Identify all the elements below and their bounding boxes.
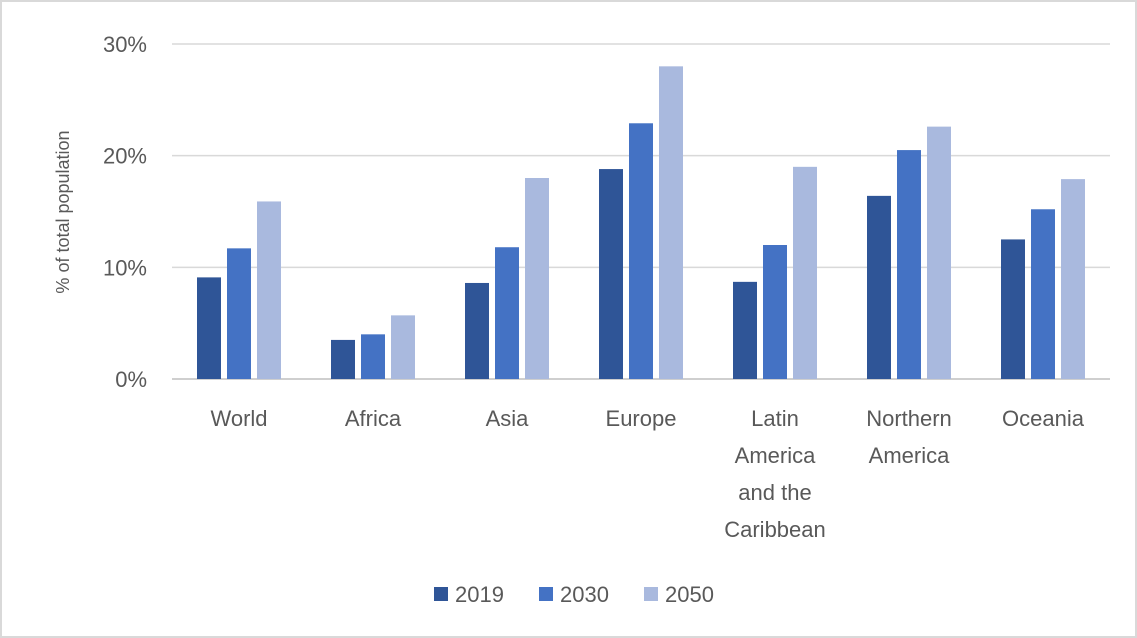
bar-2030-3: [629, 123, 653, 380]
legend-item-2030: 2030: [539, 582, 609, 607]
bar-2030-2: [495, 247, 519, 379]
bar-2019-4: [733, 281, 757, 379]
category-label-line: and the: [738, 480, 811, 505]
legend-item-2019: 2019: [434, 582, 504, 607]
legend-swatch: [644, 587, 658, 601]
bar-2030-6: [1031, 209, 1055, 379]
bar-2050-4: [793, 166, 817, 379]
legend-item-2050: 2050: [644, 582, 714, 607]
bar-2030-5: [897, 150, 921, 379]
category-label-line: Europe: [606, 406, 677, 431]
x-axis-categories: World Africa Asia Europe Latin America and the…: [210, 406, 1084, 542]
bar-2030-0: [227, 248, 251, 379]
bar-2050-3: [659, 66, 683, 379]
category-label-line: America: [735, 443, 816, 468]
bar-2030-4: [763, 245, 787, 379]
bar-2019-3: [599, 169, 623, 379]
legend: 2019 2030 2050: [434, 582, 714, 607]
category-label-line: Oceania: [1002, 406, 1085, 431]
bar-2030-1: [361, 334, 385, 379]
bar-2019-6: [1001, 239, 1025, 379]
category-label-line: Latin: [751, 406, 799, 431]
bars: [197, 66, 1085, 380]
category-label: Africa: [345, 406, 402, 431]
bar-2019-2: [465, 282, 489, 379]
bar-2050-2: [525, 178, 549, 379]
bar-2019-1: [331, 339, 355, 379]
bar-2050-6: [1061, 179, 1085, 379]
bar-2019-0: [197, 277, 221, 379]
category-label: Northern America: [866, 406, 952, 468]
category-label-line: Northern: [866, 406, 952, 431]
y-tick-label: 10%: [103, 255, 147, 280]
y-tick-label: 20%: [103, 144, 147, 169]
category-label: Oceania: [1002, 406, 1085, 431]
category-label: Europe: [606, 406, 677, 431]
category-label: World: [210, 406, 267, 431]
legend-swatch: [434, 587, 448, 601]
bar-2019-5: [867, 195, 891, 379]
category-label-line: Africa: [345, 406, 402, 431]
bar-2050-1: [391, 315, 415, 379]
legend-label: 2019: [455, 582, 504, 607]
legend-label: 2050: [665, 582, 714, 607]
category-label-line: Caribbean: [724, 517, 826, 542]
legend-swatch: [539, 587, 553, 601]
y-tick-label: 0%: [115, 367, 147, 392]
category-label: Asia: [486, 406, 530, 431]
category-label-line: World: [210, 406, 267, 431]
category-label-line: Asia: [486, 406, 530, 431]
category-label-line: America: [869, 443, 950, 468]
bar-2050-0: [257, 201, 281, 379]
y-axis-ticks: 0% 10% 20% 30%: [103, 32, 147, 392]
bar-2050-5: [927, 126, 951, 379]
y-tick-label: 30%: [103, 32, 147, 57]
legend-label: 2030: [560, 582, 609, 607]
category-label: Latin America and the Caribbean: [724, 406, 826, 542]
y-axis-label: % of total population: [53, 130, 73, 293]
